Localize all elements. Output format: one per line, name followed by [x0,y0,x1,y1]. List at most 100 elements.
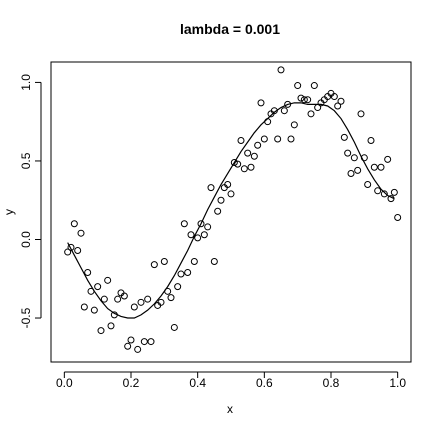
data-point [377,163,385,171]
data-point [274,135,282,143]
data-point [394,213,402,221]
data-point [77,229,85,237]
fitted-curve-group [67,102,395,319]
x-tick-label: 0.6 [256,376,273,390]
data-point [64,248,72,256]
data-point [257,99,265,107]
y-tick-label: -0.5 [19,307,33,328]
y-tick-label: 0.0 [19,231,33,248]
data-point [280,107,288,115]
data-point [150,261,158,269]
data-point [330,93,338,101]
data-point [250,152,258,160]
data-point [80,303,88,311]
data-point [284,100,292,108]
data-point [240,165,248,173]
data-point [217,196,225,204]
chart-title: lambda = 0.001 [180,21,280,37]
data-point [167,294,175,302]
data-point [337,97,345,105]
data-point [194,234,202,242]
x-tick-label: 0.4 [189,376,206,390]
data-point [247,163,255,171]
data-point [264,118,272,126]
data-point [254,141,262,149]
x-tick-label: 0.2 [123,376,140,390]
data-point [104,276,112,284]
data-point [354,166,362,174]
x-tick-label: 0.0 [56,376,73,390]
data-point [350,154,358,162]
data-point [210,257,218,265]
data-point [160,257,168,265]
data-point [124,342,132,350]
data-point [300,96,308,104]
data-point [390,188,398,196]
y-axis: -0.5 0.0 0.5 1.0 [19,74,42,328]
data-point [184,268,192,276]
data-point [347,170,355,178]
x-axis: 0.0 0.2 0.4 0.6 0.8 1.0 [56,371,406,390]
plot-frame [50,61,412,363]
data-point [137,298,145,306]
data-point [304,96,312,104]
y-tick-label: 1.0 [19,74,33,91]
data-point [144,295,152,303]
data-point [147,338,155,346]
data-point [260,135,268,143]
data-point [214,207,222,215]
x-tick-label: 1.0 [389,376,406,390]
data-point [140,338,148,346]
data-point [204,223,212,231]
data-point [294,82,302,90]
data-point [364,181,372,189]
data-point [244,149,252,157]
data-point [180,220,188,228]
data-point [370,163,378,171]
fitted-curve [67,102,395,319]
data-point [100,295,108,303]
data-point [67,243,75,251]
data-point [74,246,82,254]
data-point [84,268,92,276]
data-point [90,306,98,314]
x-axis-label: x [227,402,233,416]
y-axis-label: y [2,209,16,215]
data-points [64,66,402,353]
data-point [290,121,298,129]
data-point [70,220,78,228]
data-point [134,345,142,353]
data-point [224,181,232,189]
data-point [384,155,392,163]
data-point [310,82,318,90]
data-point [234,160,242,168]
data-point [287,135,295,143]
data-point [344,149,352,157]
data-point [334,102,342,110]
data-point [380,190,388,198]
data-point [174,283,182,291]
data-point [277,66,285,74]
data-point [237,137,245,145]
data-point [120,292,128,300]
y-tick-label: 0.5 [19,152,33,169]
data-point [94,283,102,291]
data-point [97,327,105,335]
data-point [307,110,315,118]
data-point [130,303,138,311]
data-point [177,270,185,278]
data-point [227,190,235,198]
data-point [190,257,198,265]
data-point [297,94,305,102]
data-point [127,336,135,344]
data-point [200,231,208,239]
data-point [374,187,382,195]
data-point [114,295,122,303]
data-point [157,298,165,306]
data-point [187,231,195,239]
data-point [207,184,215,192]
data-point [107,322,115,330]
x-tick-label: 0.8 [323,376,340,390]
data-point [367,137,375,145]
